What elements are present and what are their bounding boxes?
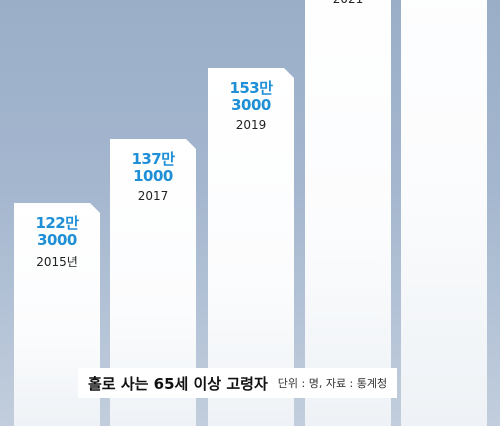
bar-value-line: 137만 xyxy=(131,150,175,168)
caption-box: 홀로 사는 65세 이상 고령자 단위 : 명, 자료 : 통계청 xyxy=(78,368,398,398)
bar-value-label: 137만 1000 xyxy=(110,151,196,185)
bar-year-label: 2017 xyxy=(137,189,169,203)
bar-value-line: 3000 xyxy=(37,231,77,249)
bar-value-line: 1000 xyxy=(133,167,173,185)
bar: 153만 3000 2019 xyxy=(208,68,294,426)
bar-year-label: 2019 xyxy=(235,118,267,132)
bar: 213만80002023 xyxy=(401,0,487,426)
source-note: 단위 : 명, 자료 : 통계청 xyxy=(277,377,388,390)
bar: 122만 3000 2015년 xyxy=(14,203,100,426)
bar-value-label: 122만 3000 xyxy=(14,215,100,249)
chart-title: 홀로 사는 65세 이상 고령자 xyxy=(88,374,268,393)
bar: 182만40002021 xyxy=(305,0,391,426)
bar-value-line: 122만 xyxy=(35,214,79,232)
bar-year-label: 2021 xyxy=(305,0,391,6)
bar-value-line: 3000 xyxy=(231,96,271,114)
bar-value-line: 153만 xyxy=(229,79,273,97)
bar-value-label: 153만 3000 xyxy=(208,80,294,114)
bar-year-label: 2015년 xyxy=(36,255,78,269)
